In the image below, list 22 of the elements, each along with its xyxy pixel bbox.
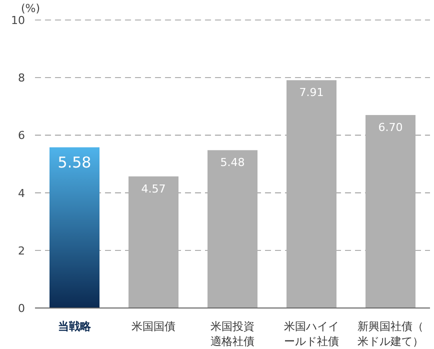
- bar: [286, 80, 336, 308]
- data-label: 5.48: [220, 156, 245, 170]
- bar: [128, 176, 178, 308]
- data-label: 4.57: [141, 182, 166, 196]
- y-tick-label: 8: [18, 72, 25, 85]
- data-label: 7.91: [299, 86, 324, 100]
- y-tick-label: 10: [11, 14, 25, 27]
- data-label: 6.70: [378, 121, 403, 134]
- x-tick-label: 新興国社債（米ドル建て）: [358, 320, 424, 348]
- bar: [208, 150, 258, 308]
- data-label: 5.58: [58, 153, 92, 172]
- y-tick-label: 6: [18, 129, 25, 142]
- x-tick-label: 当戦略: [58, 320, 92, 333]
- y-tick-label: 0: [18, 302, 25, 315]
- y-tick-label: 2: [18, 244, 25, 258]
- bar: [366, 115, 416, 308]
- y-tick-label: 4: [18, 186, 25, 200]
- y-axis-title: (%): [21, 2, 40, 15]
- bar: [50, 147, 100, 308]
- x-tick-label: 米国投資適格社債: [210, 320, 254, 348]
- x-tick-label: 米国ハイイールド社債: [284, 320, 339, 348]
- x-tick-label: 米国国債: [132, 320, 176, 333]
